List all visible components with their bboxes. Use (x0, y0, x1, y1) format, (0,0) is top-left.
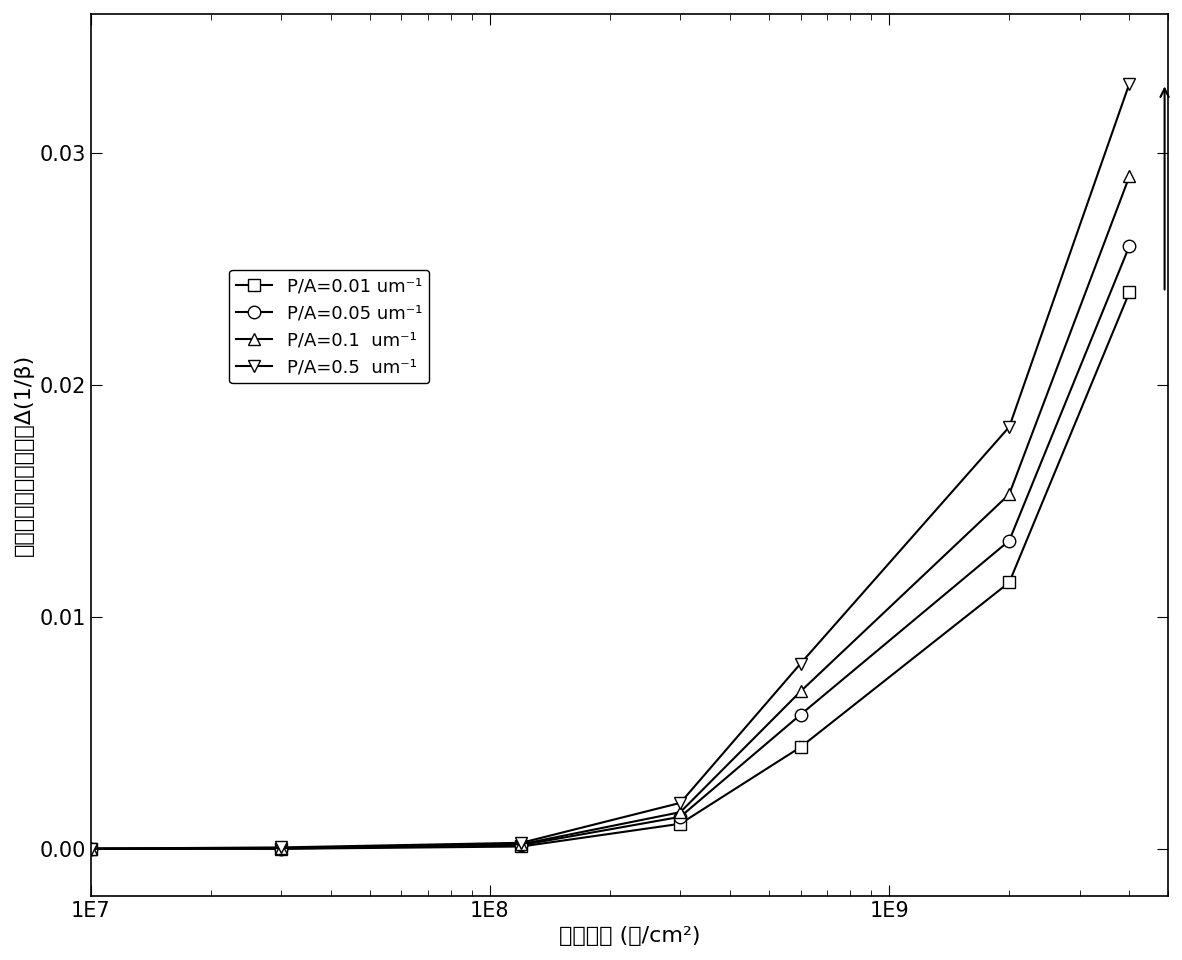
P/A=0.5  um$^{-1}$ (674, 797, 688, 808)
P/A=0.05 um$^{-1}$ (793, 708, 807, 720)
P/A=0.05 um$^{-1}$ (274, 843, 288, 854)
Y-axis label: 电流增益倒数变化量，Δ(1/β): 电流增益倒数变化量，Δ(1/β) (14, 353, 34, 556)
P/A=0.1  um$^{-1}$ (274, 842, 288, 853)
P/A=0.1  um$^{-1}$ (514, 838, 528, 850)
Line: P/A=0.01 um$^{-1}$: P/A=0.01 um$^{-1}$ (84, 286, 1136, 855)
Line: P/A=0.5  um$^{-1}$: P/A=0.5 um$^{-1}$ (84, 77, 1136, 854)
P/A=0.01 um$^{-1}$ (674, 818, 688, 829)
P/A=0.1  um$^{-1}$ (674, 806, 688, 818)
P/A=0.1  um$^{-1}$ (793, 685, 807, 697)
P/A=0.01 um$^{-1}$ (1002, 577, 1017, 588)
X-axis label: 辐射注量 (个/cm²): 辐射注量 (个/cm²) (559, 926, 700, 947)
P/A=0.05 um$^{-1}$ (514, 839, 528, 851)
P/A=0.5  um$^{-1}$ (274, 842, 288, 853)
Line: P/A=0.1  um$^{-1}$: P/A=0.1 um$^{-1}$ (84, 170, 1136, 854)
P/A=0.5  um$^{-1}$ (514, 837, 528, 849)
P/A=0.01 um$^{-1}$ (1123, 287, 1137, 299)
Legend: P/A=0.01 um⁻¹, P/A=0.05 um⁻¹, P/A=0.1  um⁻¹, P/A=0.5  um⁻¹: P/A=0.01 um⁻¹, P/A=0.05 um⁻¹, P/A=0.1 um… (229, 270, 429, 383)
P/A=0.1  um$^{-1}$ (1123, 171, 1137, 182)
P/A=0.05 um$^{-1}$ (84, 843, 98, 854)
P/A=0.1  um$^{-1}$ (84, 843, 98, 854)
P/A=0.05 um$^{-1}$ (1002, 535, 1017, 546)
P/A=0.5  um$^{-1}$ (1002, 421, 1017, 433)
P/A=0.1  um$^{-1}$ (1002, 489, 1017, 500)
P/A=0.01 um$^{-1}$ (514, 841, 528, 852)
P/A=0.01 um$^{-1}$ (274, 843, 288, 854)
P/A=0.01 um$^{-1}$ (793, 741, 807, 753)
P/A=0.01 um$^{-1}$ (84, 843, 98, 854)
P/A=0.05 um$^{-1}$ (1123, 240, 1137, 252)
P/A=0.5  um$^{-1}$ (84, 843, 98, 854)
P/A=0.5  um$^{-1}$ (1123, 78, 1137, 89)
P/A=0.5  um$^{-1}$ (793, 658, 807, 669)
Line: P/A=0.05 um$^{-1}$: P/A=0.05 um$^{-1}$ (84, 240, 1136, 855)
P/A=0.05 um$^{-1}$ (674, 811, 688, 823)
